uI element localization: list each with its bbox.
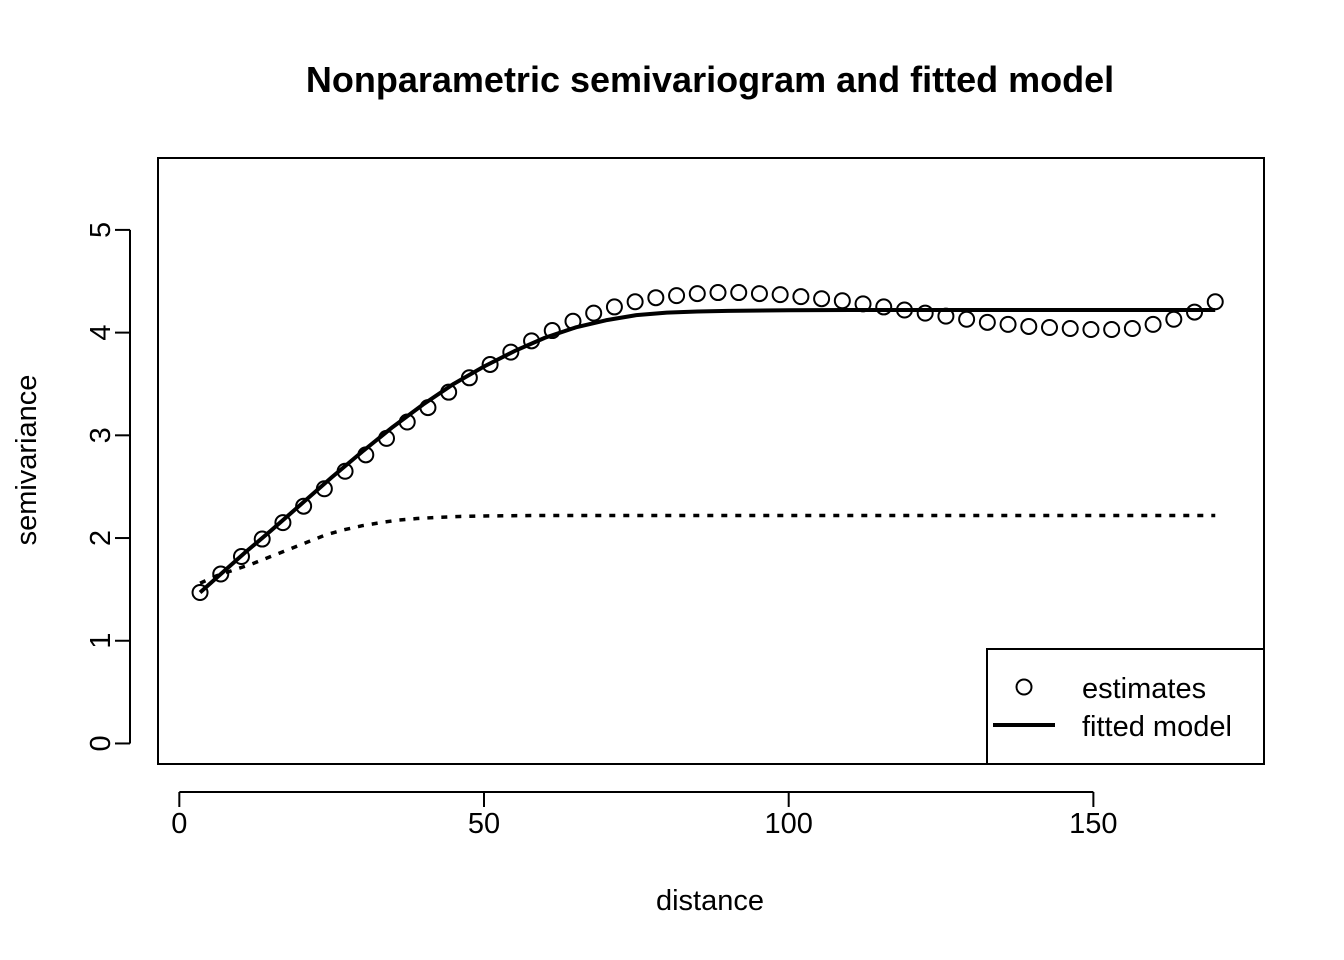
- estimate-point: [833, 292, 851, 310]
- estimate-point: [792, 288, 810, 306]
- estimate-point: [1165, 310, 1183, 328]
- x-tick-label: 50: [468, 808, 500, 840]
- estimate-point: [813, 290, 831, 308]
- estimate-point: [668, 287, 686, 305]
- legend-label-fitted-model: fitted model: [1082, 711, 1232, 743]
- y-tick-label: 0: [85, 735, 117, 751]
- estimate-point: [771, 286, 789, 304]
- estimate-point: [481, 355, 499, 373]
- y-tick-label: 5: [85, 222, 117, 238]
- estimate-point: [875, 298, 893, 316]
- estimate-point: [1186, 303, 1204, 321]
- plot-frame: [157, 157, 1265, 765]
- estimate-point: [232, 548, 250, 566]
- legend-label-estimates: estimates: [1082, 673, 1206, 705]
- legend-circle-marker: [1015, 678, 1033, 696]
- fitted-model-line: [198, 308, 1216, 594]
- chart-title: Nonparametric semivariogram and fitted m…: [306, 59, 1114, 100]
- x-tick-label: 100: [764, 808, 812, 840]
- y-tick-label: 4: [85, 325, 117, 341]
- estimate-point: [253, 530, 271, 548]
- estimate-point: [191, 583, 209, 601]
- estimate-point: [585, 304, 603, 322]
- estimate-point: [730, 284, 748, 302]
- estimate-point: [626, 293, 644, 311]
- estimate-point: [1082, 321, 1100, 339]
- estimate-point: [502, 343, 520, 361]
- estimate-point: [1020, 317, 1038, 335]
- y-tick-label: 1: [85, 633, 117, 649]
- x-axis: 0 50 100 150: [171, 791, 1118, 840]
- dotted-curve-line: [199, 513, 1216, 585]
- estimate-point: [1103, 321, 1121, 339]
- estimate-point: [688, 285, 706, 303]
- estimate-point: [1061, 320, 1079, 338]
- estimate-point: [1206, 293, 1224, 311]
- estimate-point: [647, 289, 665, 307]
- legend: estimates fitted model: [986, 648, 1265, 765]
- estimate-point: [605, 298, 623, 316]
- estimate-point: [1144, 315, 1162, 333]
- estimate-point: [750, 285, 768, 303]
- x-tick-label: 0: [171, 808, 187, 840]
- y-tick-label: 2: [85, 530, 117, 546]
- y-axis: 0 1 2 3 4 5: [85, 222, 131, 752]
- estimate-point: [958, 310, 976, 328]
- estimate-point: [978, 313, 996, 331]
- estimate-point: [212, 565, 230, 583]
- estimate-point: [916, 304, 934, 322]
- x-tick-label: 150: [1069, 808, 1117, 840]
- estimate-point: [1123, 320, 1141, 338]
- y-axis-label: semivariance: [11, 375, 43, 546]
- estimate-point: [999, 315, 1017, 333]
- estimate-point: [543, 322, 561, 340]
- series-layer: [191, 284, 1224, 601]
- legend-box: [986, 648, 1265, 765]
- x-axis-label: distance: [656, 885, 764, 917]
- estimate-point: [1041, 318, 1059, 336]
- estimate-point: [709, 284, 727, 302]
- y-tick-label: 3: [85, 427, 117, 443]
- estimate-point: [274, 514, 292, 532]
